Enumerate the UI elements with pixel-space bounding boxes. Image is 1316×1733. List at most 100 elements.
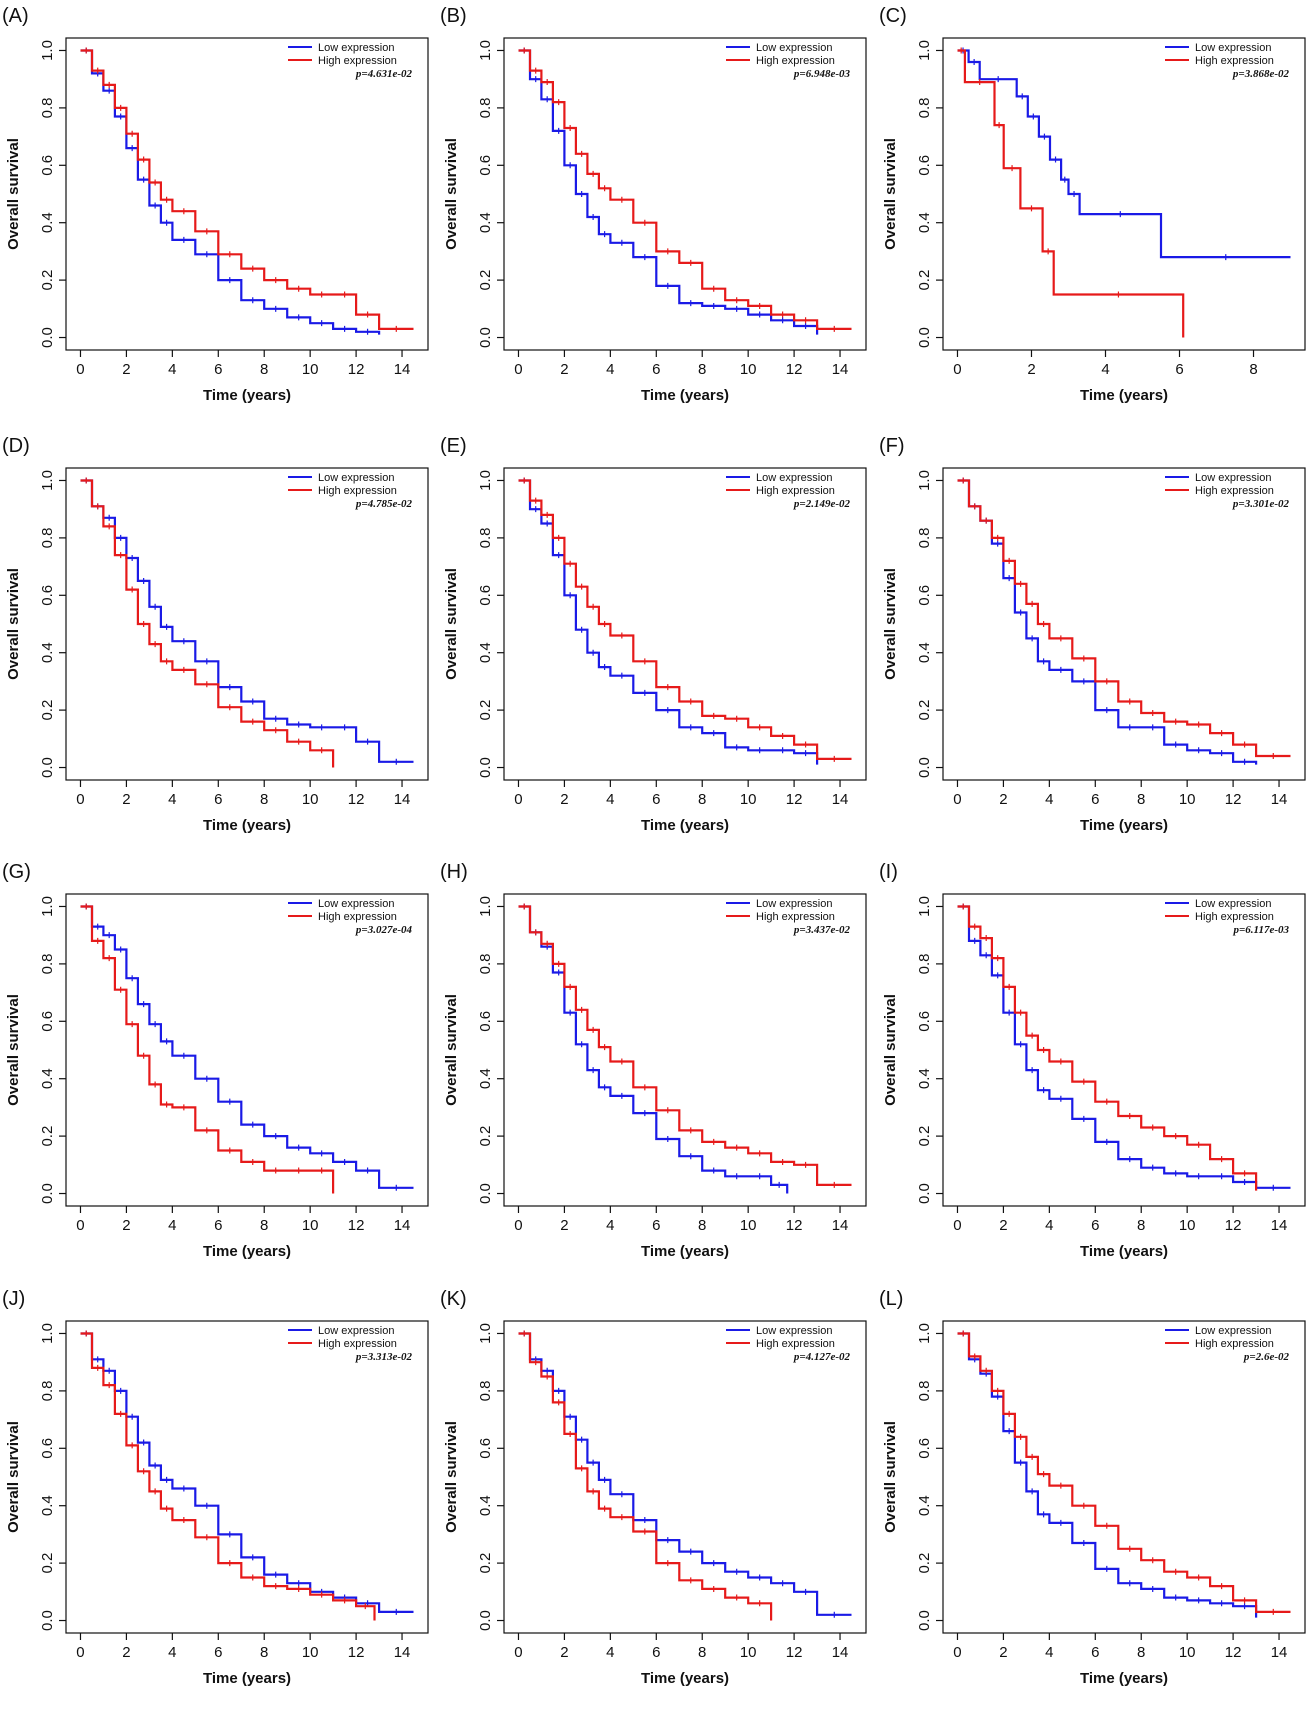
censor-mark (249, 1121, 256, 1128)
censor-mark (129, 145, 136, 152)
censor-mark (733, 1173, 740, 1180)
censor-mark (544, 79, 551, 86)
series-line-low-expression (80, 1332, 414, 1613)
legend-label-high: High expression (756, 55, 835, 67)
legend-label-low: Low expression (756, 898, 832, 910)
y-tick-label: 0.4 (39, 642, 56, 663)
censor-mark (341, 724, 348, 731)
y-tick-label: 0.2 (477, 1126, 494, 1147)
x-tick-label: 4 (606, 791, 614, 808)
censor-mark (532, 76, 539, 83)
x-axis-label: Time (years) (641, 1670, 729, 1687)
censor-mark (641, 689, 648, 696)
censor-mark (779, 732, 786, 739)
legend-label-high: High expression (1195, 485, 1274, 497)
censor-mark (994, 540, 1001, 547)
y-axis-label: Overall survival (443, 568, 460, 680)
y-tick-label: 0.6 (39, 155, 56, 176)
series-line-high-expression (957, 479, 1291, 758)
y-tick-label: 1.0 (916, 470, 933, 491)
x-tick-label: 0 (514, 361, 522, 378)
x-tick-label: 12 (786, 1644, 803, 1661)
censor-mark (117, 113, 124, 120)
censor-mark (1103, 707, 1110, 714)
censor-mark (1241, 741, 1248, 748)
y-axis-label: Overall survival (5, 568, 22, 680)
censor-mark (180, 1485, 187, 1492)
censor-mark (94, 503, 101, 510)
censor-mark (831, 1181, 838, 1188)
censor-mark (687, 1577, 694, 1584)
censor-mark (618, 1491, 625, 1498)
plot-frame (65, 37, 429, 351)
x-tick-label: 10 (1179, 791, 1196, 808)
censor-mark (1126, 724, 1133, 731)
x-tick-label: 4 (168, 791, 176, 808)
x-tick-label: 14 (394, 1644, 411, 1661)
x-tick-label: 2 (560, 1644, 568, 1661)
plot-frame (503, 37, 867, 351)
x-tick-label: 0 (514, 791, 522, 808)
censor-mark (180, 1052, 187, 1059)
censor-mark (226, 1098, 233, 1105)
censor-mark (1103, 678, 1110, 685)
x-tick-label: 2 (999, 1644, 1007, 1661)
y-tick-label: 1.0 (477, 896, 494, 917)
censor-mark (1195, 1597, 1202, 1604)
censor-mark (641, 658, 648, 665)
censor-mark (94, 1356, 101, 1363)
censor-mark (129, 586, 136, 593)
censor-mark (578, 191, 585, 197)
censor-mark (393, 758, 400, 765)
censor-mark (318, 724, 325, 731)
censor-mark (226, 684, 233, 691)
censor-mark (203, 681, 210, 688)
x-axis-label: Time (years) (641, 817, 729, 834)
censor-mark (1195, 1141, 1202, 1148)
x-tick-label: 8 (260, 1644, 268, 1661)
censor-mark (578, 626, 585, 633)
censor-mark (578, 1041, 585, 1048)
x-axis: 0 2 4 6 8 10 12 14 (514, 350, 848, 378)
p-value: p=4.785e-02 (355, 498, 413, 510)
censor-mark (1006, 983, 1013, 990)
series-line-low-expression (957, 49, 1291, 259)
y-axis-label: Overall survival (5, 994, 22, 1106)
censor-mark (203, 1534, 210, 1541)
y-axis-label: Overall survival (5, 1421, 22, 1533)
censor-mark (1080, 678, 1087, 685)
censor-mark (1040, 1471, 1047, 1478)
p-value: p=3.313e-02 (355, 1351, 413, 1363)
y-tick-label: 0.8 (477, 1380, 494, 1401)
series-line-high-expression (518, 479, 852, 760)
censor-mark (567, 1009, 574, 1016)
y-tick-label: 1.0 (916, 896, 933, 917)
legend-label-low: Low expression (756, 1325, 832, 1337)
censor-mark (106, 955, 113, 962)
x-tick-label: 8 (1137, 1217, 1145, 1234)
x-axis-label: Time (years) (1080, 387, 1168, 404)
censor-mark (601, 664, 608, 671)
x-tick-label: 14 (394, 361, 411, 378)
censor-mark (117, 534, 124, 541)
censor-mark (1218, 730, 1225, 737)
x-tick-label: 2 (122, 1644, 130, 1661)
series-line-low-expression (957, 1332, 1258, 1618)
censor-mark (1103, 1098, 1110, 1105)
censor-mark (532, 929, 539, 936)
censor-mark (226, 277, 233, 284)
y-tick-label: 0.2 (916, 270, 933, 291)
y-tick-label: 0.6 (477, 1438, 494, 1459)
x-tick-label: 6 (214, 1217, 222, 1234)
censor-mark (1080, 1502, 1087, 1509)
censor-mark (1041, 133, 1048, 140)
p-value: p=6.948e-03 (793, 68, 851, 80)
censor-mark (1222, 254, 1229, 261)
p-value: p=3.027e-04 (355, 924, 413, 936)
x-tick-label: 2 (1027, 361, 1035, 378)
censor-mark (664, 1107, 671, 1114)
censor-mark (710, 712, 717, 719)
